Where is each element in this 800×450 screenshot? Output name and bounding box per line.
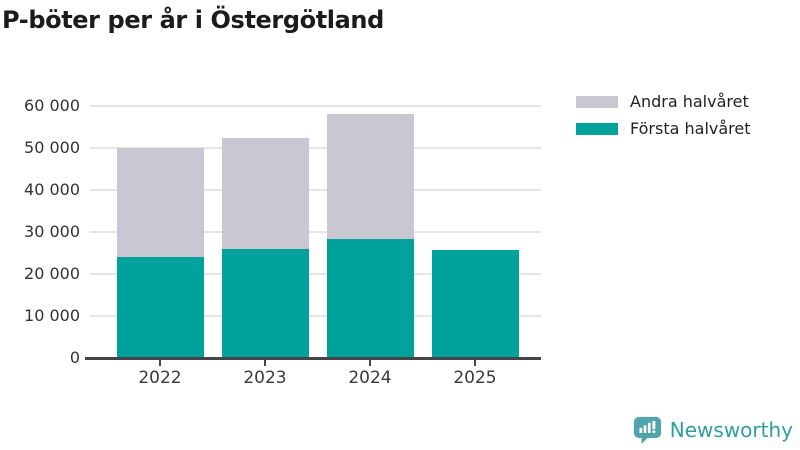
y-axis-tick-label: 30 000 <box>24 222 80 241</box>
y-axis-tick-label: 40 000 <box>24 180 80 199</box>
bar-segment-2025-f-rsta-halv-ret <box>431 249 519 358</box>
legend-swatch-forsta-halvaret <box>576 122 618 135</box>
y-axis-tick-label: 50 000 <box>24 138 80 157</box>
x-axis-tick-label: 2022 <box>138 368 182 388</box>
x-axis-tick-label: 2024 <box>348 368 392 388</box>
legend-item-forsta-halvaret: Första halvåret <box>576 119 751 138</box>
bar-segment-2022-f-rsta-halv-ret <box>116 256 204 358</box>
legend-label-andra-halvaret: Andra halvåret <box>630 92 749 111</box>
gridline <box>90 315 541 317</box>
x-axis-tick <box>159 360 161 366</box>
bar-chart-speech-bubble-icon <box>633 416 661 444</box>
brand-name: Newsworthy <box>669 418 793 442</box>
bar-chart-plot-area <box>90 105 541 358</box>
x-axis: 2022 2023 2024 2025 <box>90 360 541 396</box>
gridline <box>90 189 541 191</box>
y-axis-tick-label: 10 000 <box>24 306 80 325</box>
page-title: P-böter per år i Östergötland <box>2 6 384 34</box>
x-axis-tick-label: 2025 <box>453 368 497 388</box>
branding: Newsworthy <box>633 416 793 444</box>
gridline <box>90 147 541 149</box>
gridline <box>90 273 541 275</box>
bar-segment-2024-andra-halv-ret <box>326 114 414 240</box>
x-axis-line <box>85 357 541 360</box>
y-axis-tick-label: 0 <box>69 348 80 367</box>
bar-segment-2023-andra-halv-ret <box>221 138 309 250</box>
x-axis-tick <box>474 360 476 366</box>
gridline <box>90 231 541 233</box>
y-axis-tick-label: 60 000 <box>24 96 80 115</box>
x-axis-tick-label: 2023 <box>243 368 287 388</box>
legend-label-forsta-halvaret: Första halvåret <box>630 119 751 138</box>
y-axis: 0 10 000 20 000 30 000 40 000 50 000 60 000 <box>0 97 80 367</box>
bar-segment-2022-andra-halv-ret <box>116 148 204 257</box>
x-axis-tick <box>264 360 266 366</box>
bar-segment-2024-f-rsta-halv-ret <box>326 239 414 358</box>
legend: Andra halvåret Första halvåret <box>576 92 751 147</box>
x-axis-tick <box>369 360 371 366</box>
gridline <box>90 105 541 107</box>
bar-segment-2023-f-rsta-halv-ret <box>221 249 309 358</box>
y-axis-tick-label: 20 000 <box>24 264 80 283</box>
legend-swatch-andra-halvaret <box>576 95 618 108</box>
legend-item-andra-halvaret: Andra halvåret <box>576 92 751 111</box>
